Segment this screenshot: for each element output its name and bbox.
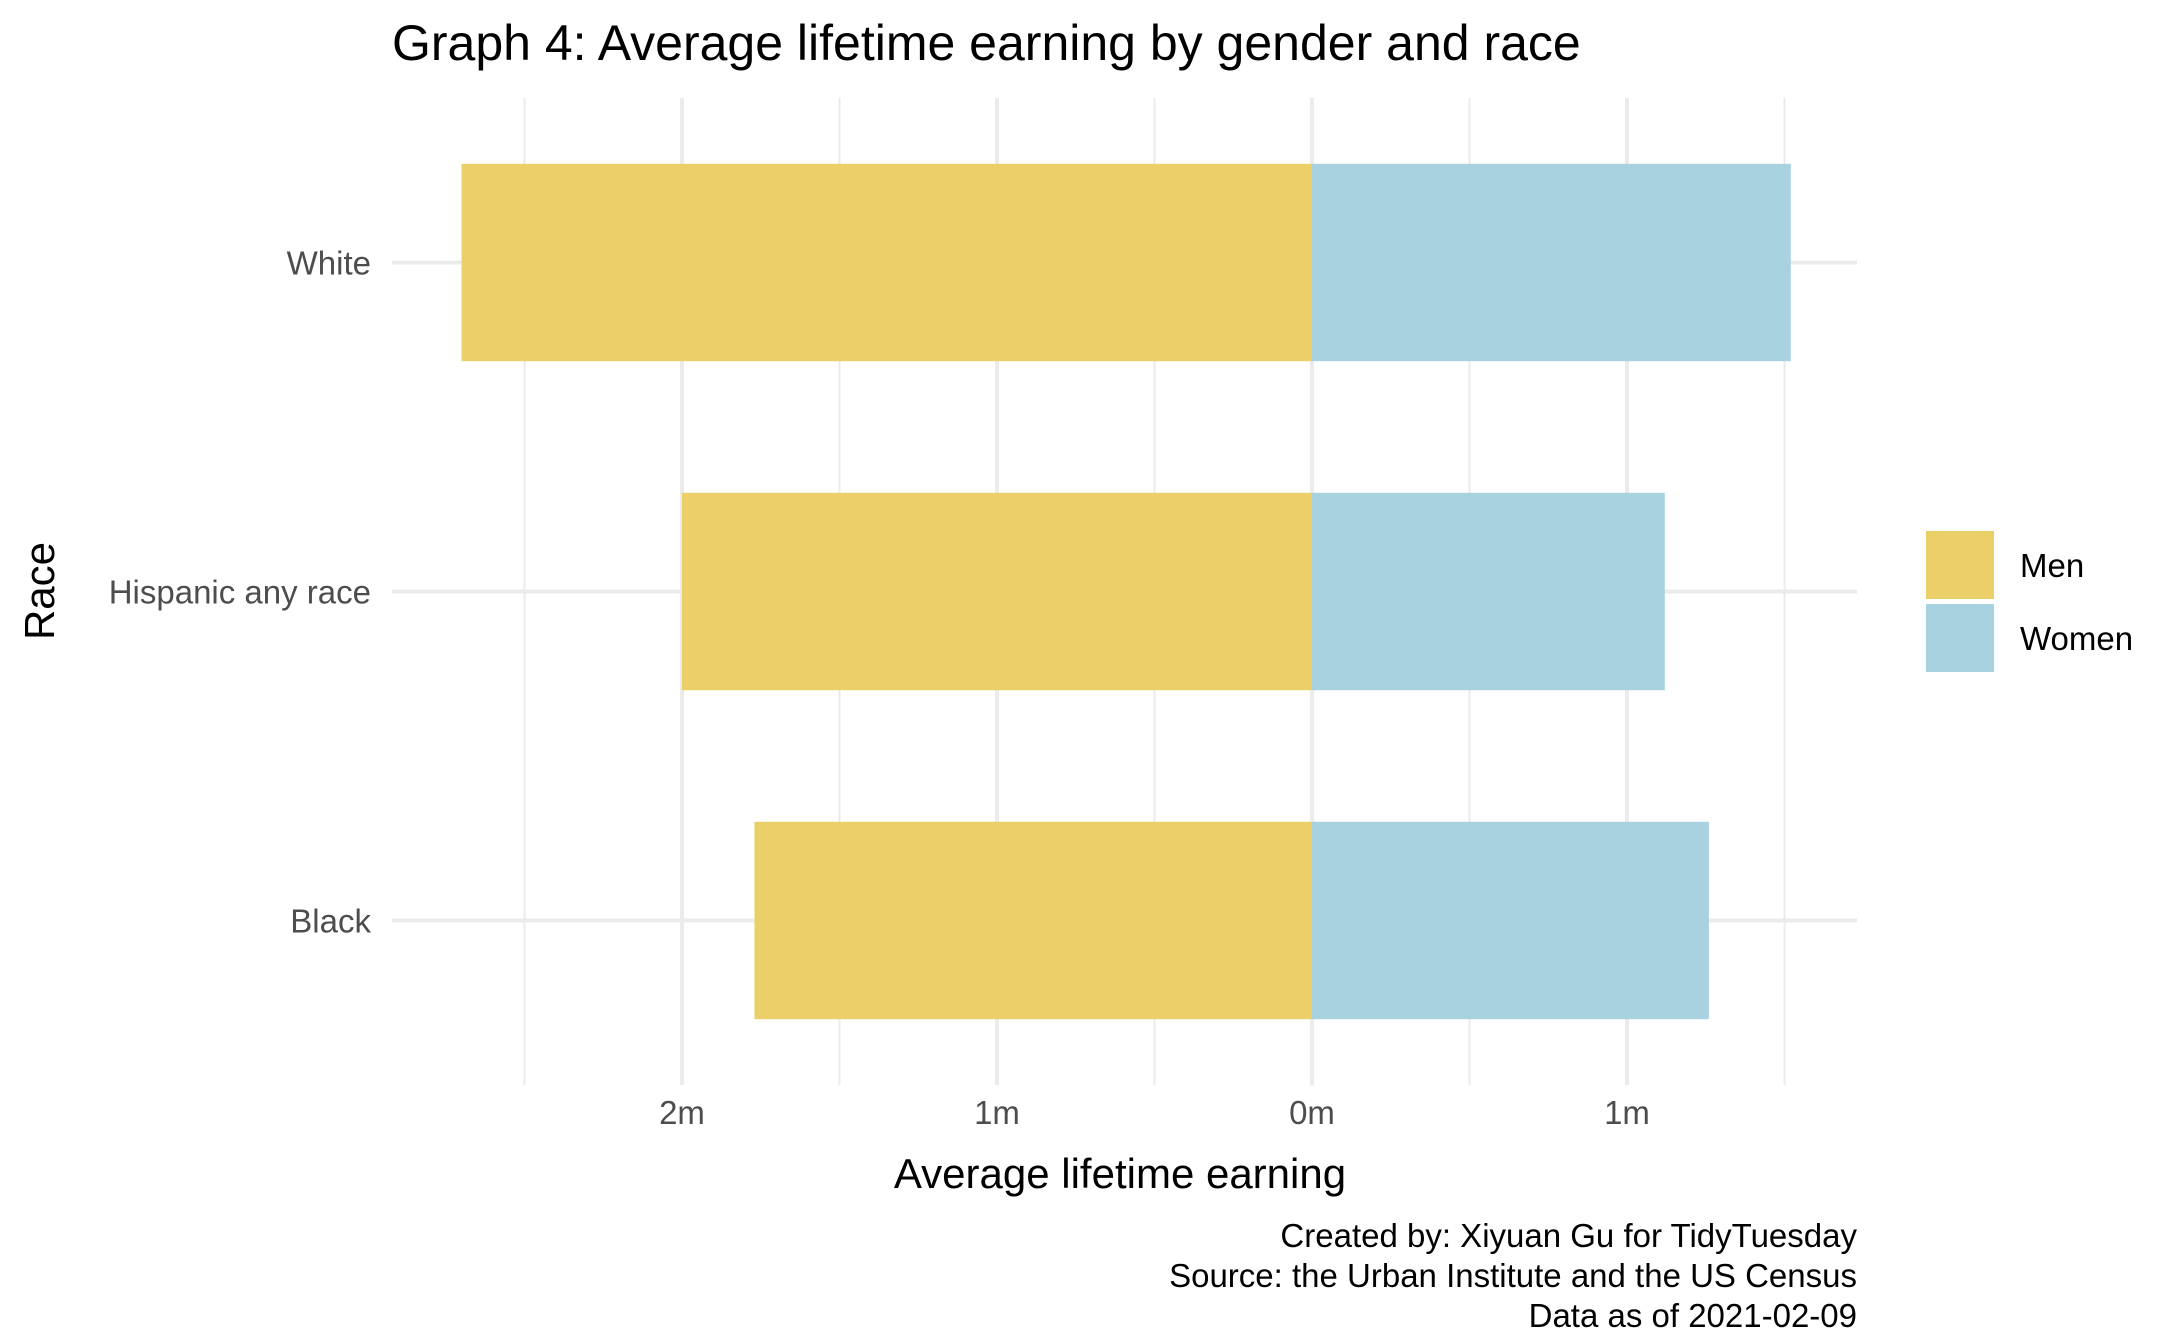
bars	[461, 163, 1791, 1020]
caption-line-source: Source: the Urban Institute and the US C…	[1169, 1257, 1857, 1294]
y-tick-label: Hispanic any race	[109, 574, 371, 611]
legend-swatch-men	[1926, 531, 1994, 599]
bar-men-hispanic-any-race	[682, 492, 1312, 691]
legend-swatch-women	[1926, 604, 1994, 672]
x-axis-title: Average lifetime earning	[894, 1150, 1346, 1197]
y-tick-label: White	[287, 245, 371, 282]
x-tick-label: 0m	[1289, 1094, 1335, 1131]
y-tick-label: Black	[290, 903, 371, 940]
bar-men-black	[754, 821, 1312, 1020]
chart-title: Graph 4: Average lifetime earning by gen…	[392, 15, 1581, 71]
bar-men-white	[461, 163, 1312, 362]
bar-women-hispanic-any-race	[1312, 492, 1665, 691]
caption-line-created-by: Created by: Xiyuan Gu for TidyTuesday	[1280, 1217, 1857, 1254]
bar-women-white	[1312, 163, 1791, 362]
x-axis-tick-labels: 2m 1m 0m 1m	[659, 1094, 1650, 1131]
x-tick-label: 1m	[974, 1094, 1020, 1131]
caption: Created by: Xiyuan Gu for TidyTuesday So…	[1169, 1217, 1857, 1334]
y-axis-title: Race	[16, 542, 63, 640]
x-tick-label: 1m	[1604, 1094, 1650, 1131]
caption-line-data-date: Data as of 2021-02-09	[1529, 1297, 1857, 1334]
legend-label-men: Men	[2020, 547, 2084, 584]
y-axis-tick-labels: White Hispanic any race Black	[109, 245, 372, 940]
x-tick-label: 2m	[659, 1094, 705, 1131]
bar-women-black	[1312, 821, 1709, 1020]
legend: Men Women	[1926, 531, 2133, 672]
legend-label-women: Women	[2020, 620, 2133, 657]
